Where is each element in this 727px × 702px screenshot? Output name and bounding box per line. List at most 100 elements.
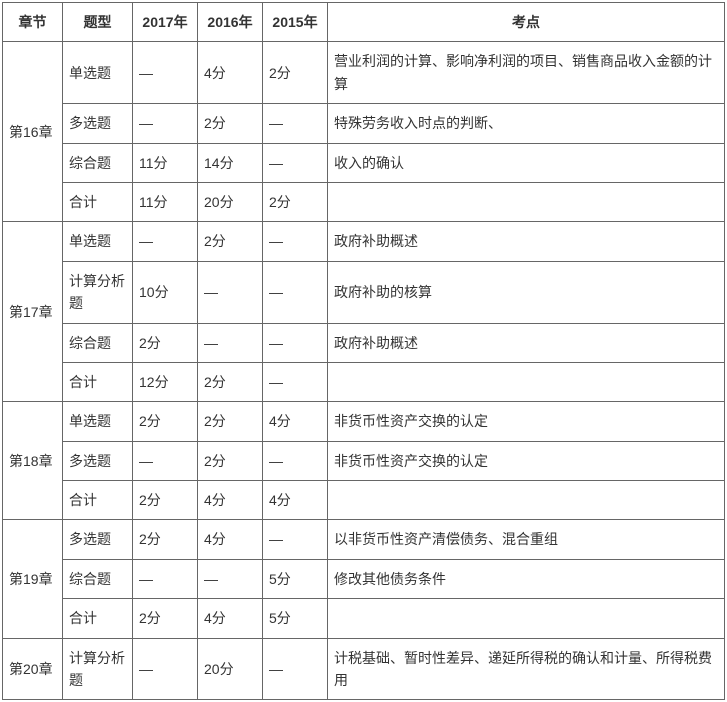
- cell-2016: 2分: [198, 222, 263, 261]
- cell-type: 合计: [63, 599, 133, 638]
- cell-2016: 4分: [198, 481, 263, 520]
- cell-2017: 11分: [133, 182, 198, 221]
- table-row: 合计2分4分4分: [3, 481, 725, 520]
- cell-point: [328, 481, 725, 520]
- cell-type: 综合题: [63, 323, 133, 362]
- cell-type: 多选题: [63, 441, 133, 480]
- header-2017: 2017年: [133, 3, 198, 42]
- table-row: 综合题2分——政府补助概述: [3, 323, 725, 362]
- table-row: 计算分析题10分——政府补助的核算: [3, 261, 725, 323]
- cell-chapter: 第20章: [3, 638, 63, 700]
- cell-2017: —: [133, 42, 198, 104]
- table-row: 多选题—2分—特殊劳务收入时点的判断、: [3, 104, 725, 143]
- cell-2015: —: [263, 323, 328, 362]
- cell-2017: 11分: [133, 143, 198, 182]
- cell-2015: 4分: [263, 402, 328, 441]
- cell-type: 单选题: [63, 402, 133, 441]
- cell-2015: 2分: [263, 182, 328, 221]
- cell-type: 多选题: [63, 520, 133, 559]
- exam-points-table: 章节 题型 2017年 2016年 2015年 考点 第16章单选题—4分2分营…: [2, 2, 725, 700]
- header-type: 题型: [63, 3, 133, 42]
- table-row: 第19章多选题2分4分—以非货币性资产清偿债务、混合重组: [3, 520, 725, 559]
- cell-2017: 2分: [133, 599, 198, 638]
- cell-type: 单选题: [63, 222, 133, 261]
- cell-point: 非货币性资产交换的认定: [328, 441, 725, 480]
- cell-2015: —: [263, 261, 328, 323]
- cell-point: 政府补助概述: [328, 323, 725, 362]
- cell-type: 合计: [63, 362, 133, 401]
- cell-2015: —: [263, 143, 328, 182]
- cell-point: 政府补助的核算: [328, 261, 725, 323]
- table-row: 合计11分20分2分: [3, 182, 725, 221]
- cell-2016: 20分: [198, 638, 263, 700]
- cell-type: 综合题: [63, 559, 133, 598]
- cell-2015: 5分: [263, 559, 328, 598]
- header-point: 考点: [328, 3, 725, 42]
- cell-2015: —: [263, 222, 328, 261]
- cell-type: 计算分析题: [63, 638, 133, 700]
- table-row: 多选题—2分—非货币性资产交换的认定: [3, 441, 725, 480]
- cell-type: 合计: [63, 182, 133, 221]
- cell-2017: —: [133, 638, 198, 700]
- cell-point: 收入的确认: [328, 143, 725, 182]
- cell-2016: —: [198, 559, 263, 598]
- cell-point: 修改其他债务条件: [328, 559, 725, 598]
- cell-chapter: 第17章: [3, 222, 63, 402]
- cell-2016: 4分: [198, 42, 263, 104]
- cell-chapter: 第18章: [3, 402, 63, 520]
- table-row: 综合题——5分修改其他债务条件: [3, 559, 725, 598]
- cell-point: 计税基础、暂时性差异、递延所得税的确认和计量、所得税费用: [328, 638, 725, 700]
- table-header-row: 章节 题型 2017年 2016年 2015年 考点: [3, 3, 725, 42]
- cell-2017: 2分: [133, 520, 198, 559]
- cell-type: 合计: [63, 481, 133, 520]
- cell-type: 综合题: [63, 143, 133, 182]
- table-row: 综合题11分14分—收入的确认: [3, 143, 725, 182]
- cell-2015: —: [263, 441, 328, 480]
- cell-2016: 14分: [198, 143, 263, 182]
- cell-2017: 10分: [133, 261, 198, 323]
- cell-2016: —: [198, 261, 263, 323]
- table-body: 第16章单选题—4分2分营业利润的计算、影响净利润的项目、销售商品收入金额的计算…: [3, 42, 725, 700]
- cell-2015: —: [263, 520, 328, 559]
- cell-2015: —: [263, 104, 328, 143]
- cell-point: [328, 599, 725, 638]
- cell-2017: —: [133, 559, 198, 598]
- cell-chapter: 第16章: [3, 42, 63, 222]
- cell-2015: 2分: [263, 42, 328, 104]
- cell-2017: 12分: [133, 362, 198, 401]
- cell-2016: 2分: [198, 362, 263, 401]
- table-row: 第17章单选题—2分—政府补助概述: [3, 222, 725, 261]
- cell-2016: 2分: [198, 441, 263, 480]
- cell-2016: 2分: [198, 402, 263, 441]
- table-row: 第20章计算分析题—20分—计税基础、暂时性差异、递延所得税的确认和计量、所得税…: [3, 638, 725, 700]
- cell-2017: —: [133, 222, 198, 261]
- cell-point: [328, 182, 725, 221]
- table-row: 合计12分2分—: [3, 362, 725, 401]
- cell-type: 计算分析题: [63, 261, 133, 323]
- cell-point: 以非货币性资产清偿债务、混合重组: [328, 520, 725, 559]
- table-row: 第16章单选题—4分2分营业利润的计算、影响净利润的项目、销售商品收入金额的计算: [3, 42, 725, 104]
- header-2015: 2015年: [263, 3, 328, 42]
- cell-2016: 4分: [198, 599, 263, 638]
- cell-chapter: 第19章: [3, 520, 63, 638]
- cell-2017: 2分: [133, 323, 198, 362]
- cell-point: [328, 362, 725, 401]
- cell-2017: —: [133, 104, 198, 143]
- cell-2017: 2分: [133, 402, 198, 441]
- header-chapter: 章节: [3, 3, 63, 42]
- cell-2015: —: [263, 638, 328, 700]
- cell-type: 单选题: [63, 42, 133, 104]
- cell-2017: 2分: [133, 481, 198, 520]
- table-row: 合计2分4分5分: [3, 599, 725, 638]
- cell-2016: 4分: [198, 520, 263, 559]
- cell-2015: 5分: [263, 599, 328, 638]
- cell-point: 营业利润的计算、影响净利润的项目、销售商品收入金额的计算: [328, 42, 725, 104]
- header-2016: 2016年: [198, 3, 263, 42]
- cell-2016: 2分: [198, 104, 263, 143]
- cell-2015: —: [263, 362, 328, 401]
- cell-2016: —: [198, 323, 263, 362]
- cell-point: 非货币性资产交换的认定: [328, 402, 725, 441]
- cell-point: 特殊劳务收入时点的判断、: [328, 104, 725, 143]
- cell-point: 政府补助概述: [328, 222, 725, 261]
- table-row: 第18章单选题2分2分4分非货币性资产交换的认定: [3, 402, 725, 441]
